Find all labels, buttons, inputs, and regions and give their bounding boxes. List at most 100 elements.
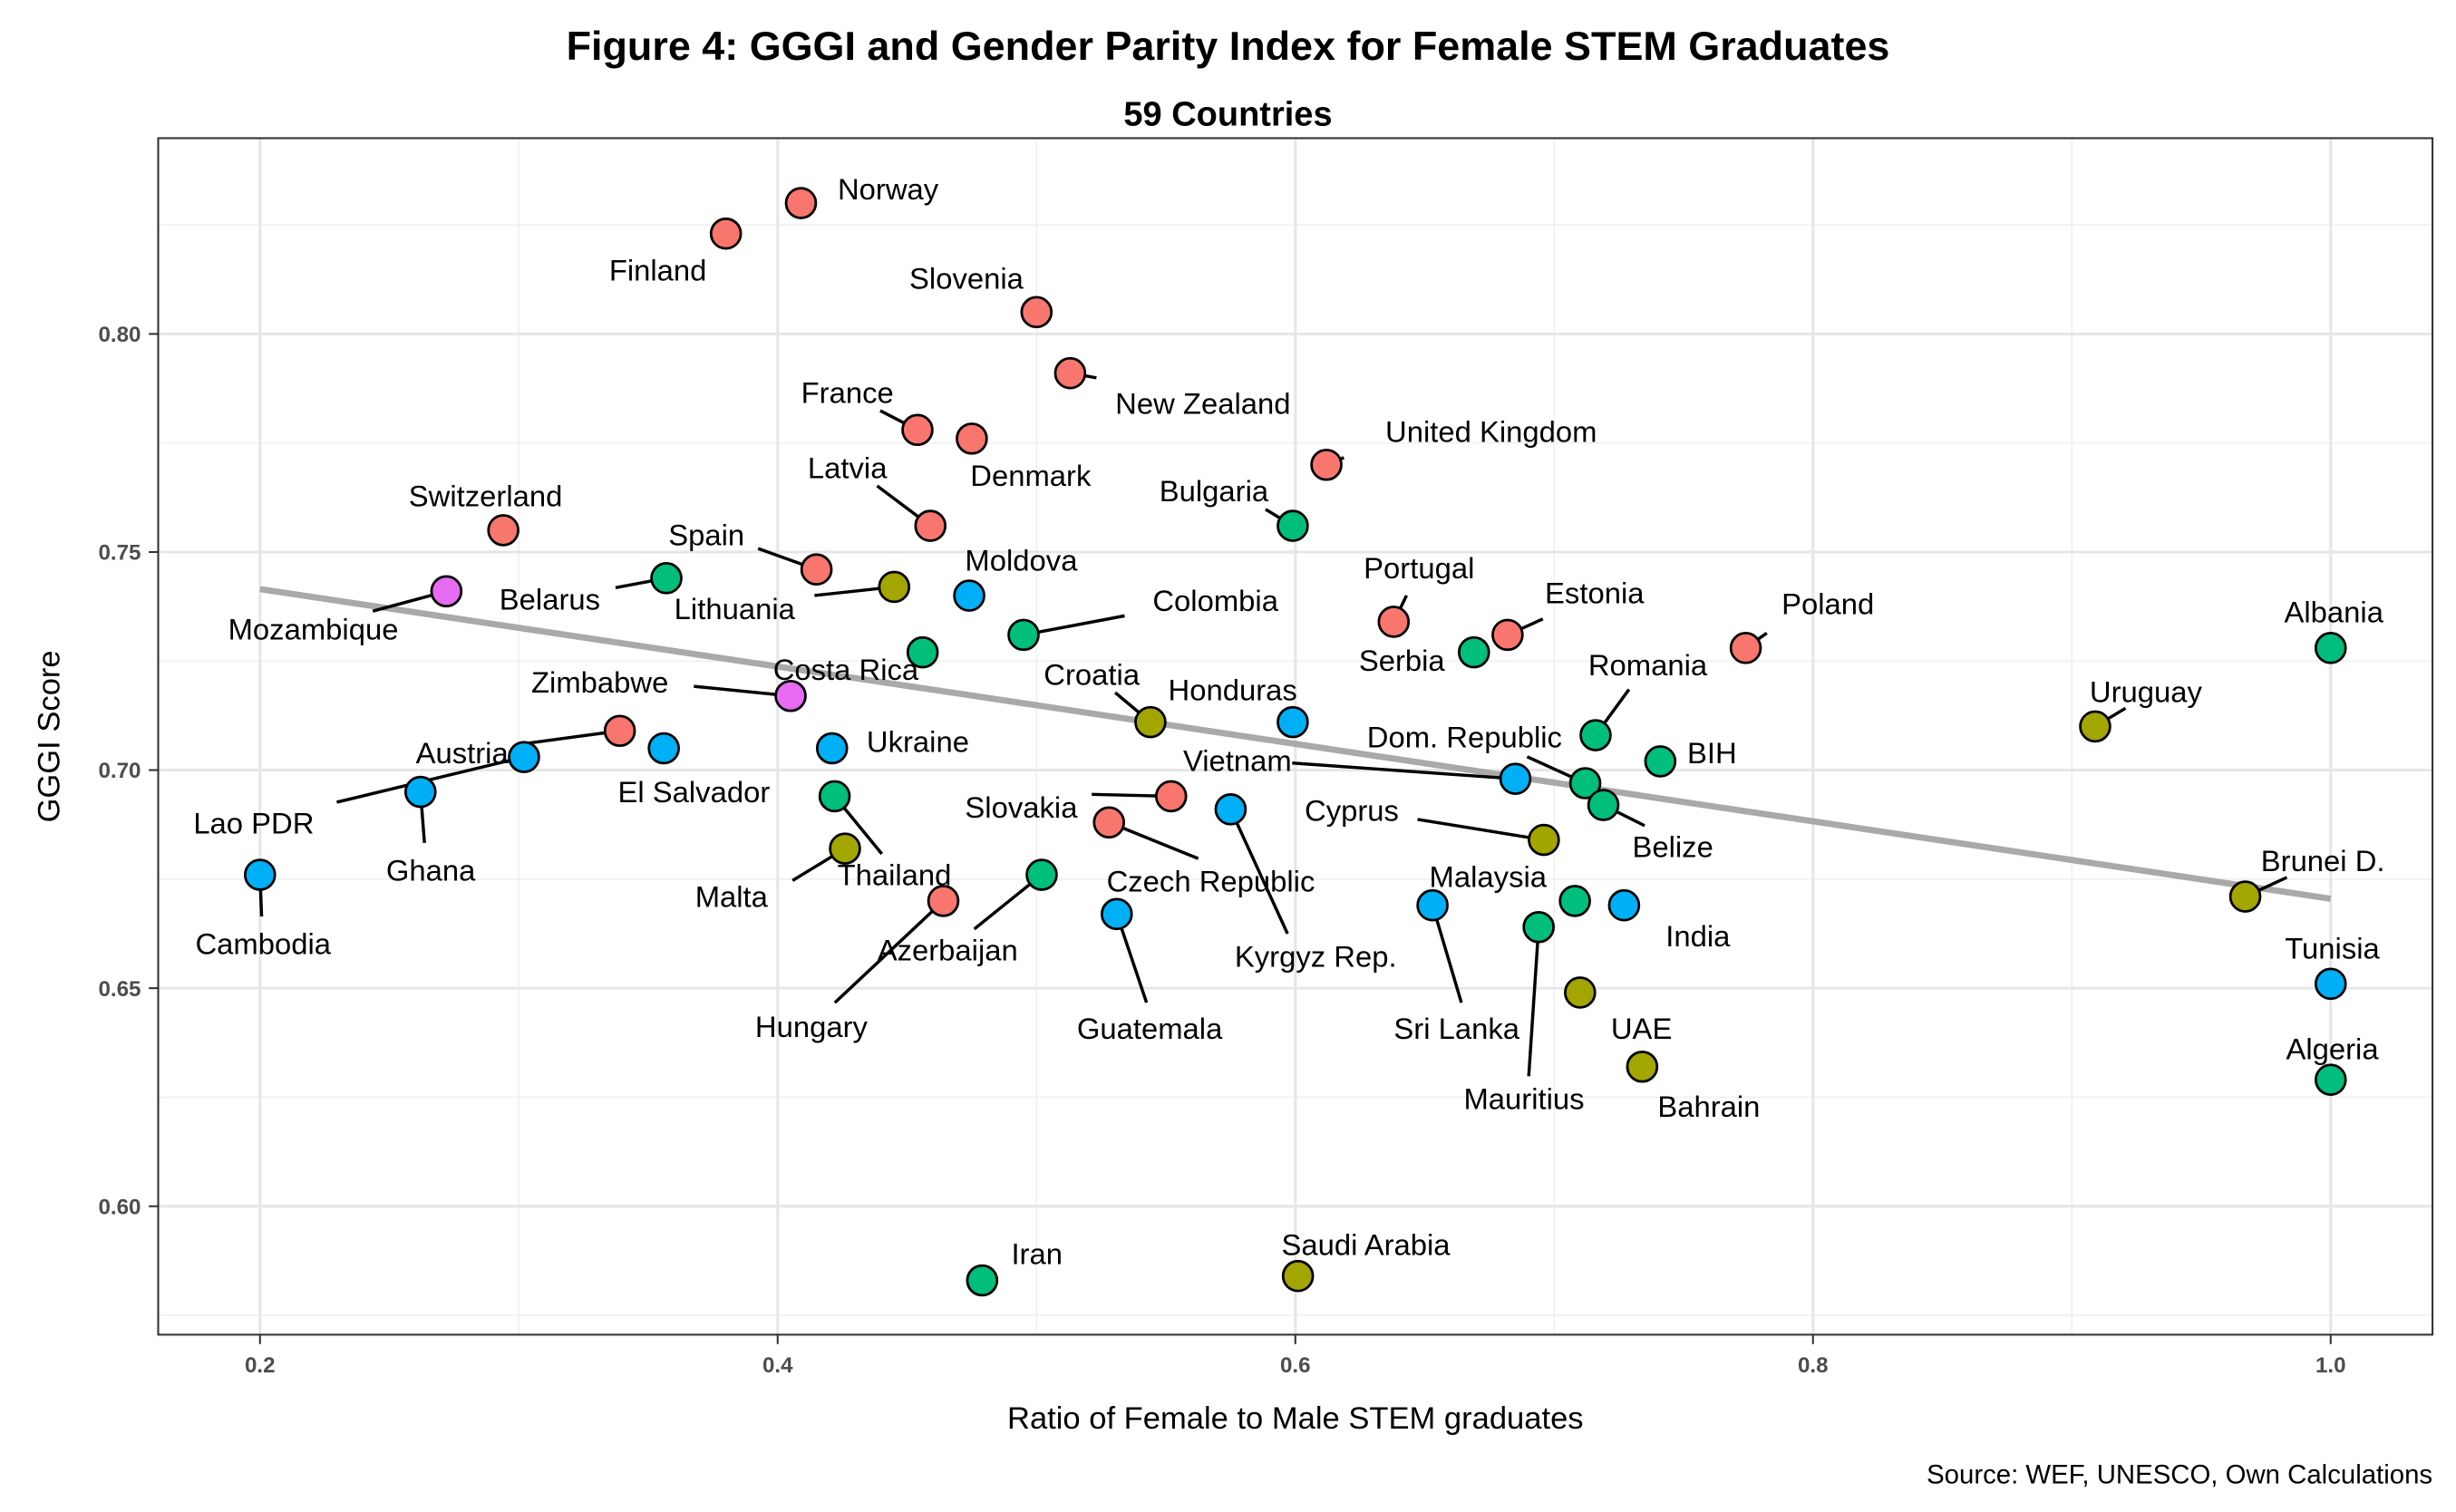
point-label: BIH: [1687, 736, 1737, 770]
point-label: Algeria: [2286, 1032, 2379, 1065]
point-label: Saudi Arabia: [1281, 1227, 1451, 1261]
point-label: Colombia: [1152, 584, 1278, 617]
point-label: Serbia: [1359, 644, 1446, 677]
point-label: Vietnam: [1183, 743, 1292, 777]
y-tick-label: 0.80: [98, 323, 141, 347]
point-label: Slovakia: [965, 790, 1078, 824]
point-label: Norway: [838, 172, 939, 206]
point-label: Honduras: [1169, 674, 1297, 707]
point-label: UAE: [1611, 1012, 1672, 1045]
data-point: [2079, 710, 2111, 743]
data-point: [1281, 1259, 1315, 1293]
point-label: Zimbabwe: [531, 665, 668, 699]
data-point: [2228, 880, 2262, 913]
point-label: Uruguay: [2090, 674, 2203, 708]
point-label: Spain: [668, 519, 744, 552]
point-label: Albania: [2285, 595, 2384, 628]
point-label: Guatemala: [1077, 1012, 1223, 1045]
x-tick-label: 0.6: [1280, 1353, 1311, 1378]
point-label: Ukraine: [867, 725, 969, 759]
point-label: Malta: [695, 880, 769, 914]
data-point: [1007, 618, 1040, 652]
point-label: Latvia: [808, 451, 888, 484]
data-points: [243, 187, 2347, 1297]
y-tick-label: 0.70: [98, 759, 141, 783]
point-label: Lao PDR: [193, 807, 314, 840]
y-tick-label: 0.65: [98, 977, 141, 1002]
data-point: [1416, 888, 1449, 922]
data-point: [430, 575, 463, 608]
point-label: Slovenia: [909, 261, 1024, 295]
source-caption: Source: WEF, UNESCO, Own Calculations: [1927, 1460, 2432, 1490]
point-label: India: [1665, 919, 1731, 953]
data-point: [1528, 823, 1560, 857]
data-point: [1092, 806, 1126, 839]
point-label: Kyrgyz Rep.: [1235, 939, 1397, 973]
point-label: Romania: [1588, 648, 1708, 682]
point-label: Bahrain: [1657, 1090, 1760, 1123]
data-point: [953, 579, 985, 612]
data-point: [1277, 705, 1309, 739]
trend-line-group: [259, 586, 2332, 902]
x-axis-label: Ratio of Female to Male STEM graduates: [1007, 1401, 1584, 1436]
label-leader-line: [1527, 926, 1540, 1077]
point-labels: Norway Finland Slovenia New Zealand France De…: [193, 172, 2384, 1271]
data-point: [1214, 793, 1247, 826]
data-point: [1101, 897, 1133, 931]
data-point: [927, 885, 960, 917]
data-point: [508, 741, 540, 773]
data-point: [1729, 632, 1762, 664]
label-leader-line: [1228, 809, 1289, 935]
plot-panel-border: [157, 137, 2434, 1336]
point-label: Moldova: [965, 543, 1078, 577]
data-point: [603, 714, 636, 748]
point-label: Costa Rica: [773, 653, 919, 686]
data-point: [1310, 448, 1343, 481]
data-point: [1499, 762, 1532, 795]
data-point: [1491, 618, 1524, 652]
point-label: Croatia: [1044, 657, 1141, 691]
point-label: Brunei D.: [2261, 844, 2385, 877]
point-label: Dom. Republic: [1367, 720, 1562, 753]
label-leader-line: [1431, 905, 1463, 1003]
label-leader-line: [1023, 614, 1125, 637]
data-point: [956, 422, 988, 455]
point-label: Ghana: [386, 853, 476, 887]
data-point: [1607, 888, 1641, 922]
point-label: Belarus: [500, 582, 600, 615]
data-point: [1626, 1050, 1659, 1083]
data-point: [1053, 356, 1087, 390]
data-point: [2314, 1063, 2347, 1096]
point-label: Estonia: [1545, 577, 1645, 610]
point-label: France: [801, 375, 894, 409]
data-point: [784, 187, 818, 219]
data-point: [647, 732, 680, 765]
data-point: [1377, 606, 1411, 638]
point-label: Belize: [1632, 829, 1713, 863]
point-label: Czech Republic: [1107, 864, 1315, 897]
point-label: Poland: [1781, 587, 1874, 621]
data-point: [966, 1264, 999, 1297]
point-label: Tunisia: [2285, 932, 2380, 965]
point-label: El Salvador: [617, 775, 770, 809]
data-point: [1025, 858, 1058, 891]
data-point: [650, 562, 683, 595]
x-tick-label: 0.2: [245, 1353, 276, 1378]
data-point: [1522, 910, 1555, 944]
axis-ticks: 0.2 0.4 0.6 0.8 1.0 0.60 0.65 0.70 0.75 …: [98, 323, 2345, 1378]
point-label: Finland: [609, 254, 707, 287]
x-tick-label: 0.8: [1798, 1353, 1829, 1378]
data-point: [829, 832, 861, 865]
data-point: [914, 509, 947, 542]
point-label: Switzerland: [409, 479, 563, 512]
data-point: [1564, 976, 1597, 1009]
y-tick-label: 0.75: [98, 541, 141, 566]
point-label: Mozambique: [228, 612, 399, 645]
point-label: Cambodia: [195, 927, 331, 961]
point-label: Austria: [416, 736, 510, 770]
x-tick-label: 1.0: [2315, 1353, 2346, 1378]
chart-subtitle: 59 Countries: [1123, 96, 1332, 134]
data-point: [1644, 745, 1677, 778]
data-point: [1154, 780, 1188, 813]
data-point: [487, 514, 519, 547]
